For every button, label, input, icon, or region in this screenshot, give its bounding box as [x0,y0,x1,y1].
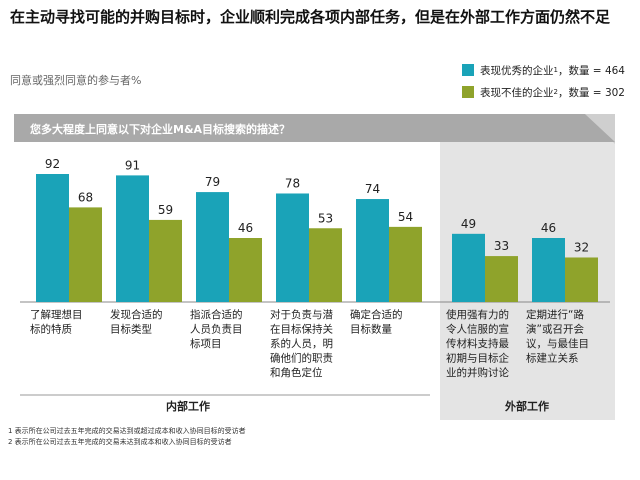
category-label-0-line-0: 了解理想目 [30,308,83,321]
data-label-bad-6: 32 [574,240,589,254]
bar-bad-1 [149,219,182,302]
legend-label-bad: 表现不佳的企业 [480,86,554,99]
footnotes: 1 表示所在公司过去五年完成的交易达到或超过成本和收入协同目标的受访者 2 表示… [8,426,246,448]
category-label-0-line-1: 标的特质 [30,323,72,336]
category-label-3-line-1: 在目标保持关 [270,323,333,336]
category-label-4-line-0: 确定合适的 [350,308,403,321]
footnote-2: 2 表示所在公司过去五年完成的交易未达到成本和收入协同目标的受访者 [8,438,232,446]
category-label-1-line-0: 发现合适的 [110,308,163,321]
category-label-6-line-1: 演”或召开会 [526,323,584,336]
bar-good-1 [116,175,149,302]
legend: 表现优秀的企业 1 ，数量 = 464 表现不佳的企业 2 ，数量 = 302 [462,62,625,106]
data-label-bad-2: 46 [238,221,253,235]
bar-good-2 [196,192,229,302]
legend-sup-bad: 2 [553,88,558,96]
category-label-1-line-1: 目标类型 [110,323,152,336]
legend-label-good: 表现优秀的企业 [480,64,554,77]
category-label-3-line-3: 确他们的职责 [270,352,333,365]
category-label-6-line-2: 议，与最佳目 [526,337,589,350]
bar-good-6 [532,238,565,302]
bar-bad-3 [309,228,342,302]
data-label-good-3: 78 [285,176,300,190]
category-label-4-line-1: 目标数量 [350,323,392,336]
data-label-bad-4: 54 [398,210,413,224]
data-label-good-5: 49 [461,217,476,231]
category-label-2-line-2: 标项目 [190,338,222,350]
data-label-good-2: 79 [205,175,220,189]
bar-bad-6 [565,257,598,302]
data-label-good-0: 92 [45,157,60,171]
group-label-internal: 内部工作 [166,399,210,413]
bar-bad-0 [69,207,102,302]
bar-bad-2 [229,238,262,302]
category-label-5-line-2: 传材料支持最 [446,337,509,350]
legend-sup-good: 1 [553,66,558,74]
bar-good-5 [452,233,485,302]
data-label-bad-5: 33 [494,239,509,253]
category-label-6-line-3: 标建立关系 [526,352,579,365]
question-text: 您多大程度上同意以下对企业M&A目标搜索的描述？ [30,122,290,136]
data-label-good-4: 74 [365,182,380,196]
bar-good-4 [356,199,389,302]
question-banner [14,114,615,142]
legend-swatch-good [462,64,474,76]
data-label-good-1: 91 [125,158,140,172]
legend-item-bad: 表现不佳的企业 2 ，数量 = 302 [462,84,625,100]
chart-subtitle: 同意或强烈同意的参与者% [10,74,142,87]
legend-item-good: 表现优秀的企业 1 ，数量 = 464 [462,62,625,78]
category-label-3-line-4: 和角色定位 [270,366,323,379]
bar-good-3 [276,193,309,302]
category-label-2-line-0: 指派合适的 [190,308,243,321]
category-label-5-line-1: 令人信服的宣 [446,323,509,336]
data-label-bad-1: 59 [158,203,173,217]
data-label-good-6: 46 [541,221,556,235]
category-label-3-line-0: 对于负责与潜 [270,308,333,321]
category-label-2-line-1: 人员负责目 [190,323,243,336]
data-label-bad-0: 68 [78,190,93,204]
legend-count-bad: ，数量 = 302 [557,86,625,99]
bar-good-0 [36,174,69,302]
footnote-1: 1 表示所在公司过去五年完成的交易达到或超过成本和收入协同目标的受访者 [8,427,246,435]
category-label-3-line-2: 系的人员，明 [270,337,333,350]
group-label-external: 外部工作 [504,399,549,413]
data-label-bad-3: 53 [318,211,333,225]
legend-count-good: ，数量 = 464 [557,64,625,77]
category-label-5-line-4: 业的并购讨论 [446,366,509,379]
bar-bad-5 [485,256,518,302]
category-label-5-line-3: 初期与目标企 [446,352,509,365]
legend-swatch-bad [462,86,474,98]
category-label-6-line-0: 定期进行“路 [526,308,584,321]
category-label-5-line-0: 使用强有力的 [446,308,509,321]
chart-title: 在主动寻找可能的并购目标时，企业顺利完成各项内部任务，但是在外部工作方面仍然不足 [10,8,611,26]
bar-bad-4 [389,226,422,302]
